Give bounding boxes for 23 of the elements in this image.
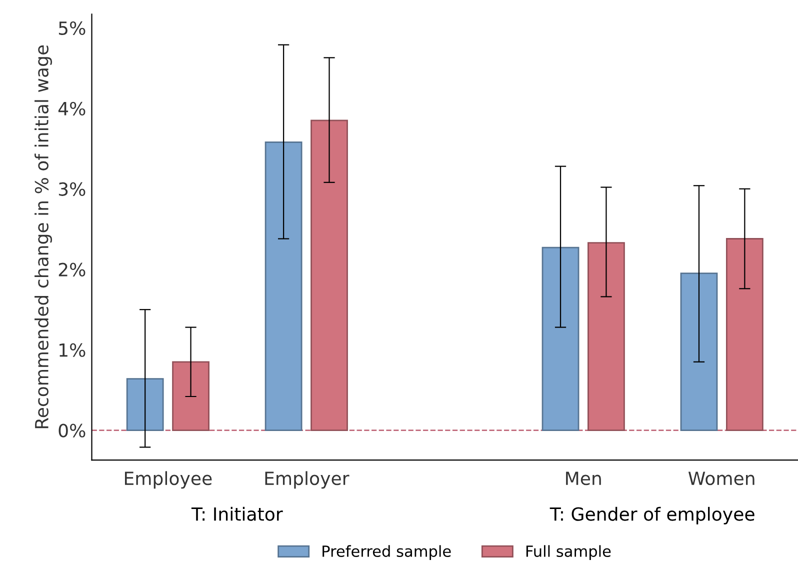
bar: [726, 238, 764, 431]
x-tick-label: Women: [688, 472, 754, 486]
y-tick-label: 5%: [58, 21, 86, 35]
bar: [264, 141, 302, 431]
x-tick-label: Men: [566, 472, 601, 486]
bar: [588, 242, 625, 431]
bar: [172, 361, 210, 431]
text: T: Initiator: [191, 506, 283, 521]
text: T: Gender of employee: [550, 506, 754, 524]
y-tick-label: 1%: [60, 343, 86, 357]
y-tick-label: 4%: [58, 102, 86, 116]
y-tick-label: 0%: [58, 424, 86, 438]
legend-label: Full sample: [526, 545, 611, 560]
bar: [680, 272, 718, 431]
bar: [542, 246, 580, 431]
x-tick-label: Employee: [124, 471, 212, 489]
bar: [310, 120, 348, 431]
y-axis-title: Recommended change in % of initial wage: [34, 45, 52, 428]
y-tick-label: 2%: [58, 262, 86, 276]
x-tick-label: Employer: [265, 471, 350, 489]
legend-label: Preferred sample: [322, 545, 451, 560]
y-tick-label: 3%: [58, 182, 86, 196]
bar: [126, 378, 164, 431]
